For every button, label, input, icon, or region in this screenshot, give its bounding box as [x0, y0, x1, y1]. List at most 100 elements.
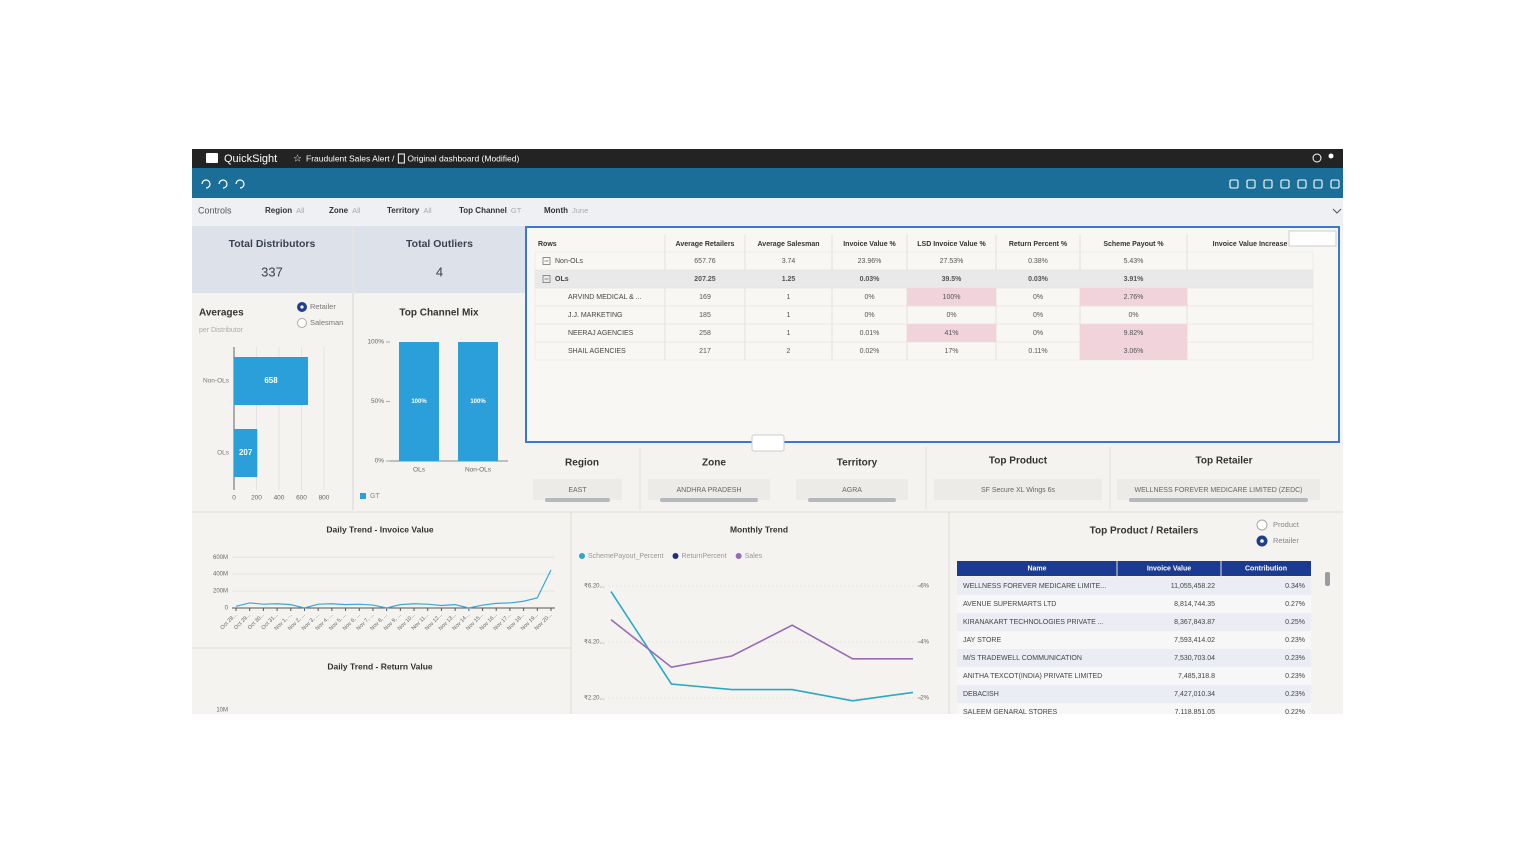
toolbar-button[interactable]	[1280, 179, 1290, 189]
filter-title: Region	[565, 458, 599, 469]
filter-title: Top Retailer	[1195, 456, 1252, 467]
control-name[interactable]: Region	[265, 206, 292, 215]
highlight-cell	[907, 288, 996, 306]
y-tick-label: 50%	[371, 398, 384, 405]
filter-box[interactable]	[796, 479, 908, 500]
collapse-icon[interactable]	[1332, 208, 1342, 214]
toolbar-button[interactable]	[1297, 179, 1307, 189]
chart-title: Top Channel Mix	[399, 308, 479, 319]
radio-dot	[1260, 539, 1264, 543]
cell: 0.01%	[860, 330, 880, 337]
x-tick-label: Non-OLs	[465, 467, 492, 474]
cell: 5.43%	[1124, 258, 1144, 265]
toolbar-button[interactable]	[218, 179, 228, 189]
toolbar-button[interactable]	[1229, 179, 1239, 189]
y-tick-label: 100%	[367, 339, 384, 346]
cell: 0%	[864, 294, 874, 301]
column-header: Average Retailers	[676, 241, 735, 248]
highlight-cell	[1080, 342, 1187, 360]
toolbar-button[interactable]	[1246, 179, 1256, 189]
help-icon[interactable]	[1312, 153, 1322, 163]
cell: SALEEM GENARAL STORES	[963, 709, 1057, 716]
filter-value: EAST	[568, 487, 587, 494]
filter-box[interactable]	[934, 479, 1102, 500]
cell: 0%	[1033, 294, 1043, 301]
data-label: 100%	[470, 399, 486, 405]
legend-label: Sales	[745, 553, 763, 560]
toolbar-button[interactable]	[1330, 179, 1340, 189]
toolbar-button[interactable]	[1313, 179, 1323, 189]
cell: 0.03%	[860, 276, 881, 283]
filter-value: SF Secure XL Wings 6s	[981, 487, 1056, 494]
cell: WELLNESS FOREVER MEDICARE LIMITE...	[963, 583, 1106, 590]
cell: 0.23%	[1285, 655, 1305, 662]
row-label: NEERAJ AGENCIES	[568, 330, 634, 337]
cell: 0%	[864, 312, 874, 319]
toolbar-button[interactable]	[201, 179, 211, 189]
scrollbar	[545, 498, 610, 502]
scrollbar[interactable]	[1325, 572, 1330, 586]
control-value: All	[423, 206, 432, 215]
radio-button[interactable]	[1256, 519, 1268, 531]
x-tick-label: 0	[232, 495, 236, 502]
user-icon[interactable]	[1328, 153, 1334, 159]
y2-tick-label: 6%	[920, 584, 929, 590]
table-header	[957, 561, 1311, 576]
toolbar-button[interactable]	[1263, 179, 1273, 189]
legend-marker	[579, 553, 585, 559]
row-label: ARVIND MEDICAL & ...	[568, 294, 642, 301]
cell: 39.5%	[942, 276, 963, 283]
cell: 41%	[944, 330, 958, 337]
radio-button[interactable]	[297, 318, 307, 328]
cell: 0.27%	[1285, 601, 1305, 608]
control-name[interactable]: Zone	[329, 206, 349, 215]
cell: DEBACISH	[963, 691, 999, 698]
scrollbar	[660, 498, 758, 502]
category-label: OLs	[217, 450, 230, 457]
column-header: Name	[1027, 565, 1046, 572]
cell: 0.34%	[1285, 583, 1305, 590]
column-header: Invoice Value	[1147, 565, 1191, 572]
cell: 0.25%	[1285, 619, 1305, 626]
legend-label: ReturnPercent	[682, 553, 727, 560]
expand-toggle[interactable]	[542, 275, 551, 283]
cell: 27.53%	[940, 258, 964, 265]
y2-tick-label: 4%	[920, 640, 929, 646]
cell: ANITHA TEXCOT(INDIA) PRIVATE LIMITED	[963, 673, 1102, 680]
control-name[interactable]: Month	[544, 206, 568, 215]
expand-toggle[interactable]	[542, 257, 551, 265]
bookmark-icon	[397, 153, 405, 164]
filter-title: Top Product	[989, 456, 1048, 467]
column-header: Invoice Value %	[843, 241, 896, 248]
y-tick-label: 0%	[375, 458, 385, 465]
cell: 17%	[944, 348, 958, 355]
cell: 0%	[1033, 330, 1043, 337]
filter-box[interactable]	[1117, 479, 1320, 500]
radio-label: Product	[1273, 520, 1300, 529]
y-tick-label: ₹2.20...	[584, 695, 605, 702]
control-name[interactable]: Top Channel	[459, 206, 507, 215]
kpi-title: Total Distributors	[229, 238, 316, 250]
data-label: 207	[239, 448, 253, 457]
column-header: Scheme Payout %	[1103, 241, 1164, 248]
column-header: Return Percent %	[1009, 241, 1068, 248]
y-tick-label: 600M	[213, 555, 228, 561]
cell: 1	[787, 294, 791, 301]
cell: M/S TRADEWELL COMMUNICATION	[963, 655, 1082, 662]
filter-box[interactable]	[533, 479, 622, 500]
chart-title: Monthly Trend	[730, 524, 788, 534]
cell: 3.74	[782, 258, 796, 265]
cell: 23.96%	[858, 258, 882, 265]
filter-box[interactable]	[648, 479, 770, 500]
highlight-cell	[1080, 288, 1187, 306]
control-name[interactable]: Territory	[387, 206, 420, 215]
visual-menu[interactable]	[1288, 230, 1337, 247]
resize-handle[interactable]	[751, 434, 785, 452]
toolbar-button[interactable]	[235, 179, 245, 189]
table-row	[957, 703, 1311, 714]
highlight-cell	[907, 324, 996, 342]
cell: 9.82%	[1124, 330, 1144, 337]
y-tick-label: 10M	[216, 708, 228, 714]
x-tick-label: 600	[296, 495, 307, 502]
